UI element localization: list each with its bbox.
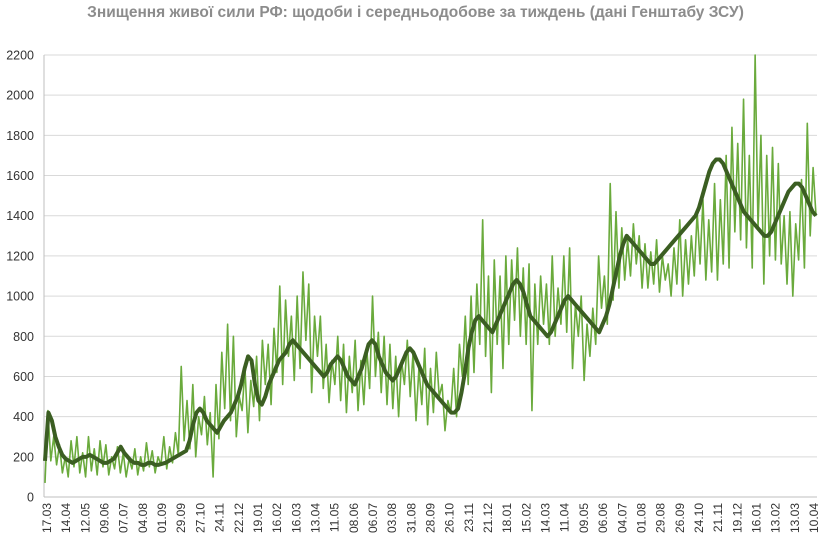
x-tick-label: 21.11	[711, 503, 725, 532]
x-tick-label: 10.04	[807, 503, 821, 533]
x-tick-label: 16.01	[749, 503, 763, 533]
x-tick-label: 04.07	[615, 503, 629, 533]
grid-lines	[43, 54, 817, 498]
x-tick-label: 26.09	[673, 503, 687, 533]
x-tick-label: 11.04	[558, 503, 572, 532]
y-tick-label: 0	[27, 491, 34, 505]
x-tick-label: 01.08	[634, 503, 648, 533]
x-tick-label: 04.08	[136, 503, 150, 533]
y-tick-label: 2200	[6, 49, 34, 63]
x-axis-ticks: 17.03 14.04 12.05 09.06 07.07 04.08 01.09 29.09…	[40, 503, 821, 533]
y-tick-label: 800	[13, 330, 34, 344]
x-tick-label: 14.03	[539, 503, 553, 533]
x-tick-label: 28.09	[424, 503, 438, 533]
x-tick-label: 09.06	[98, 503, 112, 533]
x-tick-label: 24.10	[692, 503, 706, 533]
x-tick-label: 16.02	[270, 503, 284, 533]
x-tick-label: 21.12	[481, 503, 495, 533]
y-tick-label: 1400	[6, 209, 34, 223]
x-tick-label: 29.09	[174, 503, 188, 533]
x-tick-label: 13.04	[308, 503, 322, 533]
y-tick-label: 1800	[6, 129, 34, 143]
series-daily-line	[44, 54, 817, 483]
x-tick-label: 11.05	[328, 503, 342, 532]
y-axis-ticks: 0 200 400 600 800 1000 1200 1400 1600 1800 2000 220…	[6, 49, 34, 505]
x-tick-label: 27.10	[193, 503, 207, 533]
x-tick-label: 24.11	[213, 503, 227, 532]
x-tick-label: 17.03	[40, 503, 54, 533]
series-layer	[43, 54, 818, 483]
x-tick-label: 06.07	[366, 503, 380, 533]
x-tick-label: 31.08	[404, 503, 418, 533]
x-tick-label: 19.12	[730, 503, 744, 533]
y-tick-label: 200	[13, 450, 34, 464]
x-tick-label: 13.03	[788, 503, 802, 533]
x-tick-label: 07.07	[117, 503, 131, 533]
y-tick-label: 400	[13, 410, 34, 424]
x-tick-label: 08.06	[347, 503, 361, 533]
x-tick-label: 13.02	[769, 503, 783, 533]
y-tick-label: 1600	[6, 169, 34, 183]
series-weekly-average-line	[43, 157, 818, 467]
y-tick-label: 1000	[6, 290, 34, 304]
x-tick-label: 06.06	[596, 503, 610, 533]
x-tick-label: 18.01	[500, 503, 514, 533]
x-tick-label: 15.02	[519, 503, 533, 533]
x-tick-label: 14.04	[59, 503, 73, 533]
x-tick-label: 16.03	[289, 503, 303, 533]
x-tick-label: 03.08	[385, 503, 399, 533]
x-tick-label: 01.09	[155, 503, 169, 533]
x-tick-label: 19.01	[251, 503, 265, 533]
y-tick-label: 600	[13, 370, 34, 384]
x-tick-label: 12.05	[78, 503, 92, 533]
x-tick-label: 22.12	[232, 503, 246, 533]
y-tick-label: 1200	[6, 249, 34, 263]
y-tick-label: 2000	[6, 89, 34, 103]
x-tick-label: 26.10	[443, 503, 457, 533]
x-tick-label: 09.05	[577, 503, 591, 533]
chart-title: Знищення живої сили РФ: щодоби і середнь…	[87, 4, 744, 21]
x-tick-label: 29.08	[654, 503, 668, 533]
x-tick-label: 23.11	[462, 503, 476, 532]
